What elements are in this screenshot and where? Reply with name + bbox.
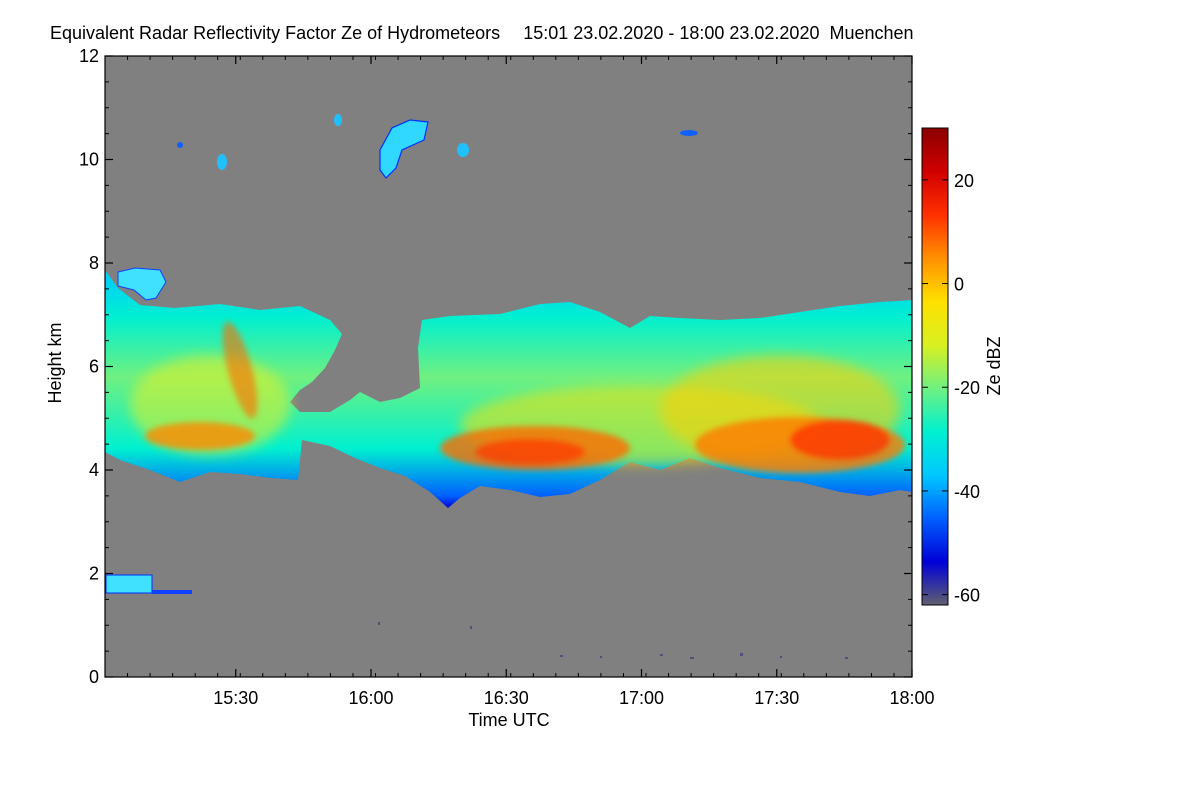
x-tick-1630: 16:30 [484, 56, 529, 708]
y-tick-8: 8 [89, 253, 912, 273]
low-clouds [105, 574, 192, 594]
colorbar-tick--60: -60 [922, 586, 980, 606]
colorbar-tick-0: 0 [922, 275, 964, 295]
y-tick-label: 6 [89, 357, 99, 377]
x-axis-label: Time UTC [468, 710, 549, 730]
colorbar-tick-label: -40 [954, 482, 980, 502]
y-tick-2: 2 [89, 564, 912, 584]
x-tick-label: 16:30 [484, 688, 529, 708]
x-tick-1730: 17:30 [754, 56, 799, 708]
y-axis-ticks: 0 2 4 6 8 10 12 [79, 46, 912, 687]
x-tick-1530: 15:30 [213, 56, 258, 708]
gap-notch [348, 266, 416, 390]
title-period: 15:01 23.02.2020 - 18:00 23.02.2020 [523, 23, 819, 43]
y-tick-label: 4 [89, 460, 99, 480]
colorbar-tick-label: -60 [954, 586, 980, 606]
y-tick-12: 12 [79, 46, 912, 66]
colorbar-tick-label: -20 [954, 378, 980, 398]
y-tick-label: 2 [89, 564, 99, 584]
y-tick-0: 0 [89, 667, 912, 687]
upper-fragment [117, 267, 167, 301]
x-tick-1800: 18:00 [889, 56, 935, 708]
y-tick-label: 0 [89, 667, 99, 687]
high-cirrus [177, 114, 698, 179]
x-tick-label: 18:00 [889, 688, 934, 708]
title-location: Muenchen [829, 23, 913, 43]
colorbar-tick-label: 0 [954, 275, 964, 295]
y-tick-label: 12 [79, 46, 99, 66]
colorbar-tick-label: 20 [954, 171, 974, 191]
x-axis-ticks: 15:30 16:00 16:30 17:00 17:30 18:00 [104, 56, 935, 708]
colorbar-tick--20: -20 [922, 378, 980, 398]
y-tick-label: 10 [79, 150, 99, 170]
colorbar-scale [921, 127, 949, 606]
title-main: Equivalent Radar Reflectivity Factor Ze … [50, 23, 500, 43]
colorbar-label: Ze dBZ [984, 336, 1004, 395]
colorbar-tick--40: -40 [922, 482, 980, 502]
x-tick-label: 17:30 [754, 688, 799, 708]
colorbar-tick-20: 20 [922, 171, 974, 191]
y-axis-label: Height km [45, 322, 65, 403]
reflectivity-field [105, 114, 912, 659]
y-tick-6: 6 [89, 357, 912, 377]
y-tick-10: 10 [79, 150, 912, 170]
chart-title: Equivalent Radar Reflectivity Factor Ze … [50, 23, 914, 43]
colorbar-ticks: 20 0 -20 -40 -60 [922, 171, 980, 606]
y-tick-label: 8 [89, 253, 99, 273]
y-tick-4: 4 [89, 460, 912, 480]
reflectivity-cores [145, 321, 905, 473]
ground-speckle [378, 622, 848, 659]
x-tick-1700: 17:00 [619, 56, 664, 708]
x-tick-label: 15:30 [213, 688, 258, 708]
x-tick-label: 17:00 [619, 688, 664, 708]
x-tick-1600: 16:00 [348, 56, 394, 708]
x-tick-label: 16:00 [348, 688, 393, 708]
